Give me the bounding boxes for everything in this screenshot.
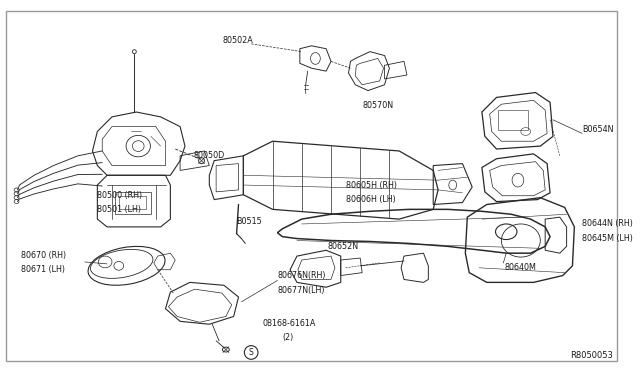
Text: 80606H (LH): 80606H (LH)	[346, 195, 396, 204]
Bar	[499, 110, 527, 129]
Text: 80645M (LH): 80645M (LH)	[582, 234, 633, 243]
Text: 80500 (RH): 80500 (RH)	[97, 191, 143, 200]
Text: S: S	[249, 348, 253, 357]
Text: 80640M: 80640M	[504, 263, 536, 272]
Text: 80677N(LH): 80677N(LH)	[278, 286, 325, 295]
Text: 80570N: 80570N	[362, 101, 394, 110]
Text: 80502A: 80502A	[223, 36, 253, 45]
Text: R8050053: R8050053	[570, 351, 613, 360]
Text: 80050D: 80050D	[194, 151, 225, 160]
Text: 80676N(RH): 80676N(RH)	[278, 271, 326, 280]
Text: (2): (2)	[282, 333, 294, 342]
Text: B0654N: B0654N	[582, 125, 614, 134]
Text: B0515: B0515	[237, 217, 262, 225]
Text: 08168-6161A: 08168-6161A	[263, 319, 316, 328]
Text: 80644N (RH): 80644N (RH)	[582, 219, 633, 228]
Text: 80605H (RH): 80605H (RH)	[346, 180, 397, 189]
Text: 80670 (RH): 80670 (RH)	[21, 251, 67, 260]
Text: 80652N: 80652N	[327, 242, 358, 251]
Text: 80501 (LH): 80501 (LH)	[97, 205, 141, 214]
Text: 80671 (LH): 80671 (LH)	[21, 265, 65, 274]
